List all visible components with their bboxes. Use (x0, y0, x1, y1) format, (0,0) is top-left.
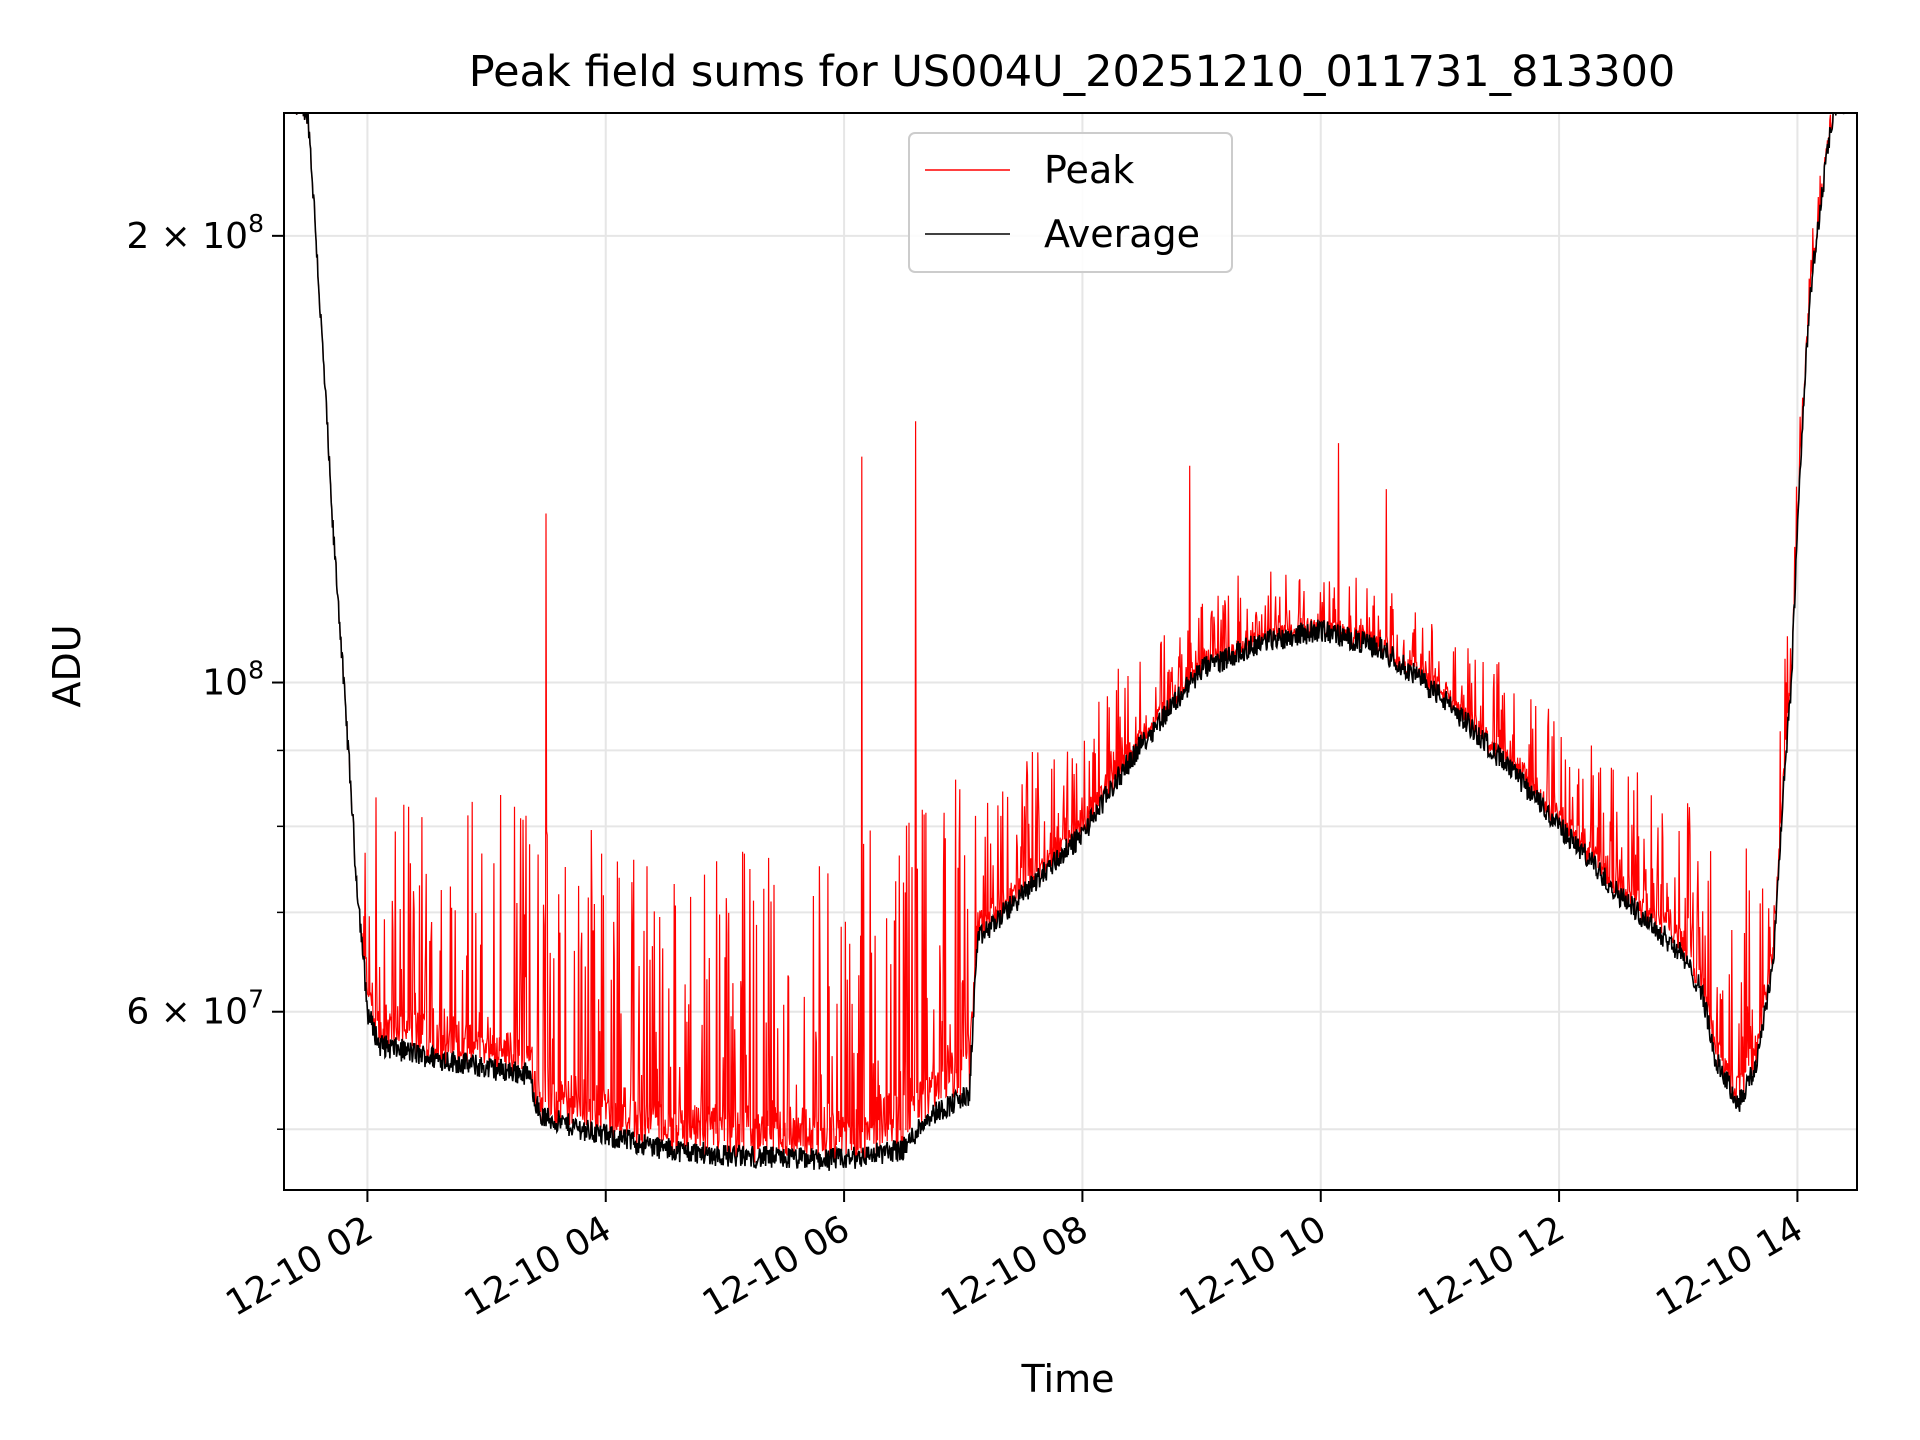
y-tick-label: 2 × 108 (126, 209, 264, 257)
plot-frame (283, 112, 1858, 1191)
y-axis-label: ADU (45, 624, 89, 707)
legend: Peak Average (908, 132, 1233, 273)
plot-area (295, 113, 1845, 1171)
chart-title: Peak field sums for US004U_20251210_0117… (469, 47, 1676, 97)
legend-box (908, 132, 1233, 273)
legend-peak-label: Peak (1044, 148, 1134, 192)
x-axis-label: Time (1021, 1357, 1115, 1401)
y-tick-label: 6 × 107 (126, 985, 264, 1033)
legend-average-label: Average (1044, 212, 1200, 256)
peak-series-line (295, 113, 1837, 1164)
average-series-line (295, 113, 1845, 1171)
